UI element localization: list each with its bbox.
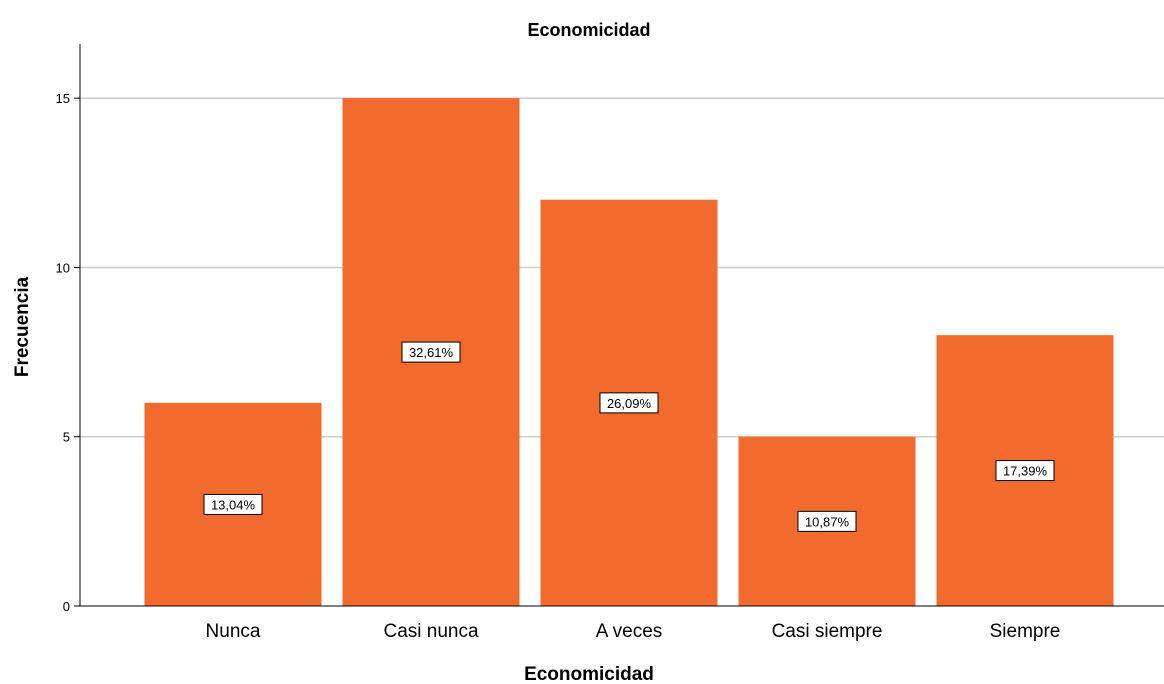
bars — [144, 98, 1114, 607]
data-label-box — [995, 460, 1055, 482]
x-tick-label: Casi siempre — [772, 621, 883, 642]
y-tick-label: 15 — [56, 91, 70, 106]
data-label: 26,09% — [599, 392, 659, 414]
data-label-text: 13,04% — [211, 497, 256, 512]
x-tick-labels: Nunca Casi nunca A veces Casi siempre Siempr… — [206, 621, 1061, 642]
data-label: 13,04% — [203, 493, 263, 515]
data-label: 32,61% — [401, 341, 461, 363]
data-label-box — [599, 392, 659, 414]
x-axis-label: Economicidad — [524, 664, 654, 684]
x-tick-label: Casi nunca — [383, 621, 478, 642]
data-label-box — [401, 341, 461, 363]
y-tick-labels: 0 5 10 15 — [56, 91, 70, 614]
x-tick-label: A veces — [596, 621, 663, 642]
data-labels: 13,04% 32,61% 26,09% 10,87% 17,39% — [203, 341, 1055, 532]
data-label: 17,39% — [995, 460, 1055, 482]
y-tick-label: 0 — [63, 599, 70, 614]
data-label-text: 32,61% — [409, 345, 454, 360]
data-label: 10,87% — [797, 510, 857, 532]
data-label-text: 17,39% — [1003, 464, 1048, 479]
data-label-box — [203, 493, 263, 515]
data-label-text: 10,87% — [805, 514, 850, 529]
data-label-box — [797, 510, 857, 532]
x-tick-label: Siempre — [990, 621, 1061, 642]
axes — [79, 44, 1164, 607]
data-label-text: 26,09% — [607, 396, 652, 411]
x-tick-label: Nunca — [206, 621, 261, 642]
y-axis-label: Frecuencia — [12, 276, 33, 377]
chart-title: Economicidad — [527, 20, 650, 40]
y-tick-label: 10 — [56, 260, 70, 275]
y-tick-label: 5 — [63, 430, 70, 445]
